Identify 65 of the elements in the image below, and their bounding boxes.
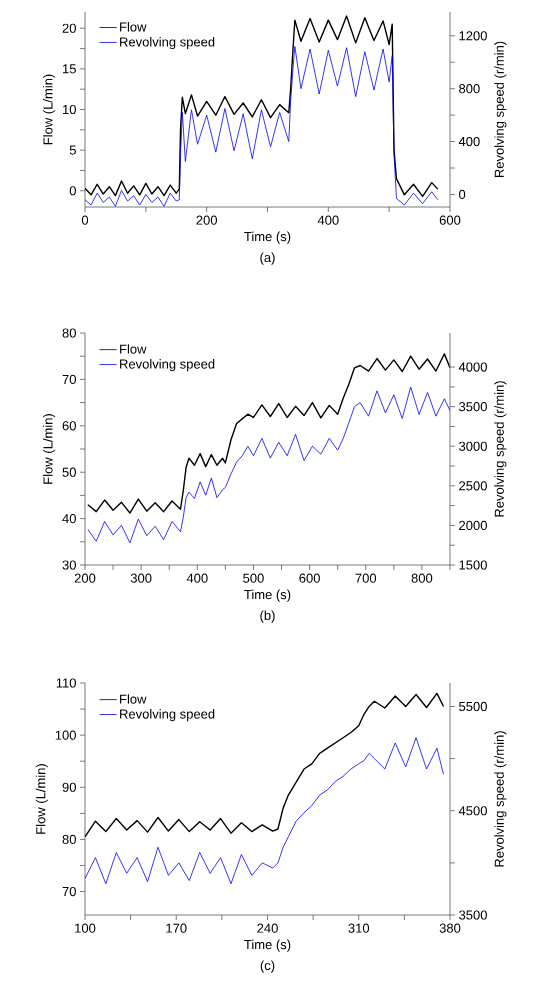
legend-label: Revolving speed [120, 709, 215, 722]
y-tick-label: 70 [62, 374, 76, 385]
y2-tick-label: 1500 [459, 560, 487, 570]
y-axis-title: Flow (L/min) [43, 74, 56, 145]
y2-axis-title: Revolving speed (r/min) [494, 731, 507, 867]
y-axis-title: Flow (L/min) [35, 764, 48, 834]
x-tick-label: 200 [74, 573, 96, 583]
y2-tick-label: 5500 [459, 701, 487, 712]
y2-tick-label: 3500 [459, 910, 487, 920]
y-tick-label: 80 [62, 834, 76, 845]
x-tick-label: 170 [166, 923, 187, 933]
y-tick-label: 20 [62, 23, 76, 33]
line-series [85, 737, 444, 885]
y-tick-label: 60 [62, 421, 76, 431]
x-tick-label: 400 [186, 573, 208, 583]
x-axis-title: Time (s) [244, 589, 291, 602]
y-tick-label: 90 [62, 782, 76, 792]
x-tick-label: 600 [299, 573, 320, 583]
line-series [87, 353, 450, 514]
legend-label: Flow [120, 344, 147, 354]
y-tick-label: 30 [62, 560, 76, 570]
y-tick-label: 0 [69, 186, 76, 196]
y-tick-label: 5 [69, 145, 76, 155]
legend-label: Revolving speed [120, 359, 215, 372]
legend-label: Flow [120, 694, 147, 704]
x-tick-label: 240 [257, 923, 278, 933]
y2-tick-label: 3000 [459, 441, 487, 451]
x-tick-label: 600 [439, 215, 461, 225]
y-tick-label: 80 [62, 328, 76, 338]
x-tick-label: 700 [355, 573, 377, 583]
text: (c) [260, 960, 275, 973]
text: (b) [260, 610, 275, 623]
x-tick-label: 400 [317, 215, 339, 225]
line-series [85, 15, 439, 198]
x-axis-title: Time (s) [244, 231, 291, 244]
y2-tick-label: 0 [459, 189, 466, 200]
y2-tick-label: 2000 [459, 520, 487, 531]
y2-tick-label: 800 [459, 84, 480, 94]
y2-axis-title: Revolving speed (r/min) [494, 381, 507, 517]
y-tick-label: 70 [62, 886, 76, 897]
x-tick-label: 200 [196, 215, 217, 225]
y2-tick-label: 4000 [458, 362, 487, 372]
y-tick-label: 10 [62, 104, 76, 115]
y-tick-label: 50 [62, 467, 76, 477]
y-tick-label: 100 [55, 730, 76, 740]
legend-label: Revolving speed [120, 36, 215, 50]
x-axis-title: Time (s) [244, 939, 291, 952]
y2-tick-label: 400 [458, 136, 480, 147]
x-tick-label: 310 [348, 923, 370, 933]
x-tick-label: 380 [439, 923, 461, 933]
y2-tick-label: 3500 [459, 402, 487, 412]
y-tick-label: 110 [56, 678, 76, 688]
y-tick-label: 15 [62, 64, 76, 74]
y2-tick-label: 1200 [459, 31, 487, 41]
y2-axis-title: Revolving speed (r/min) [494, 41, 507, 178]
text: (a) [260, 252, 275, 265]
x-tick-label: 800 [411, 573, 433, 583]
x-tick-label: 0 [81, 215, 89, 225]
y2-tick-label: 4500 [458, 806, 487, 816]
legend-label: Flow [120, 22, 147, 32]
x-tick-label: 300 [130, 573, 152, 583]
y-tick-label: 40 [62, 514, 76, 524]
x-tick-label: 500 [243, 573, 264, 583]
y2-tick-label: 2500 [459, 481, 487, 491]
y-axis-title: Flow (L/min) [43, 414, 56, 484]
